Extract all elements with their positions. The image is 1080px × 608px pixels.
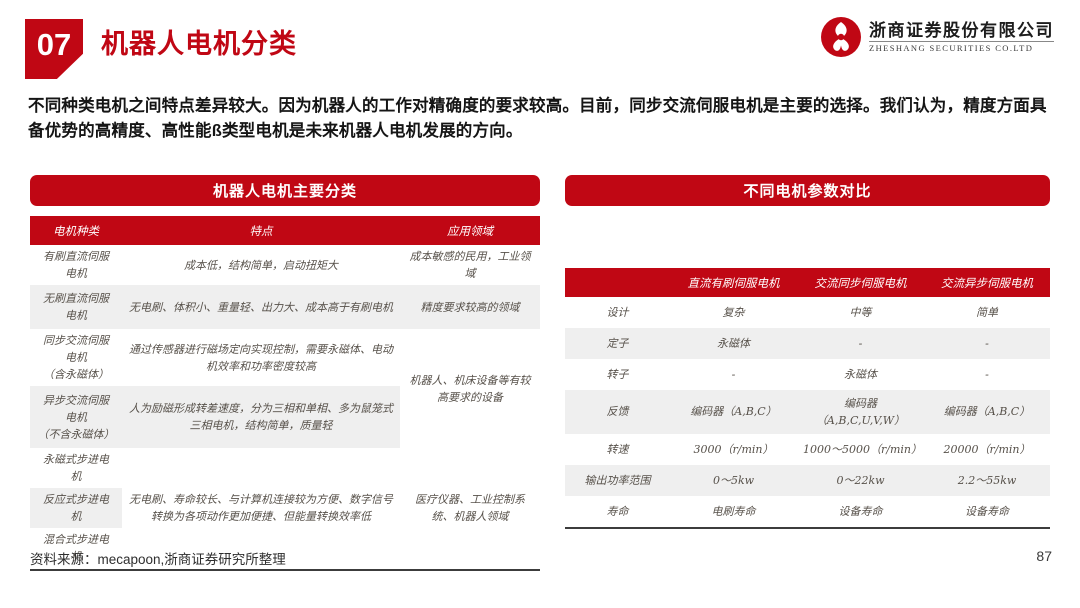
- col-header-application: 应用领域: [400, 216, 540, 245]
- application-cell: 医疗仪器、工业控制系统、机器人领域: [400, 448, 540, 570]
- col-header-motor-type: 电机种类: [30, 216, 122, 245]
- application-cell: 成本敏感的民用，工业领域: [409, 250, 531, 281]
- param-value: -: [858, 336, 863, 350]
- param-value: 3000（r/min）: [693, 442, 774, 456]
- col-header-dc-brushed: 直流有刷伺服电机: [670, 268, 797, 297]
- param-value: 中等: [849, 305, 872, 319]
- param-value: 2.2～55kw: [957, 473, 1017, 487]
- param-label: 输出功率范围: [584, 473, 651, 487]
- param-value: 设备寿命: [838, 504, 883, 518]
- left-table-title: 机器人电机主要分类: [30, 175, 540, 206]
- param-value: 复杂: [722, 305, 745, 319]
- param-label: 反馈: [606, 405, 629, 419]
- feature-cell: 人为励磁形成转差速度，分为三相和单相、多为鼠笼式三相电机，结构简单，质量轻: [129, 402, 393, 433]
- param-value: 永磁体: [717, 336, 750, 350]
- motor-type-cell: 同步交流伺服 电机 （含永磁体）: [43, 334, 109, 382]
- right-panel: 不同电机参数对比 直流有刷伺服电机 交流同步伺服电机 交流异步伺服电机 设计 复…: [565, 175, 1050, 529]
- motor-type-cell: 永磁式步进电 机: [43, 453, 109, 484]
- company-name-block: 浙商证券股份有限公司 ZHESHANG SECURITIES CO.LTD: [869, 21, 1054, 53]
- col-header-feature: 特点: [122, 216, 400, 245]
- section-number-badge: 07: [25, 19, 83, 79]
- classification-header-row: 电机种类 特点 应用领域: [30, 216, 540, 245]
- table-row: 设计 复杂 中等 简单: [565, 297, 1050, 328]
- motor-parameter-table: 直流有刷伺服电机 交流同步伺服电机 交流异步伺服电机 设计 复杂 中等 简单 定…: [565, 268, 1050, 529]
- table-row: 转子 - 永磁体 -: [565, 359, 1050, 390]
- source-note: 资料来源：mecapoon,浙商证券研究所整理: [30, 552, 286, 567]
- param-label: 设计: [606, 305, 629, 319]
- param-label: 定子: [606, 336, 629, 350]
- page-title: 机器人电机分类: [101, 29, 297, 59]
- table-row: 混合式步进电 机: [30, 528, 540, 569]
- table-row: 永磁式步进电 机 无电刷、寿命较长、与计算机连接较为方便、数字信号转换为各项动作…: [30, 448, 540, 570]
- feature-cell: 成本低，结构简单，启动扭矩大: [184, 258, 338, 272]
- motor-type-cell: 反应式步进电 机: [43, 493, 109, 524]
- param-value: 永磁体: [844, 367, 877, 381]
- param-label: 转速: [606, 442, 629, 456]
- right-table-title: 不同电机参数对比: [565, 175, 1050, 206]
- application-cell: 精度要求较高的领域: [420, 300, 520, 314]
- parameter-header-row: 直流有刷伺服电机 交流同步伺服电机 交流异步伺服电机: [565, 268, 1050, 297]
- feature-cell: 无电刷、寿命较长、与计算机连接较为方便、数字信号转换为各项动作更加便捷、但能量转…: [122, 448, 400, 570]
- company-logo: 浙商证券股份有限公司 ZHESHANG SECURITIES CO.LTD: [820, 16, 1054, 58]
- table-row: 定子 永磁体 - -: [565, 328, 1050, 359]
- page-number: 87: [1036, 548, 1052, 564]
- motor-type-cell: 有刷直流伺服 电机: [43, 250, 109, 281]
- feature-cell: 通过传感器进行磁场定向实现控制，需要永磁体、电动机效率和功率密度较高: [129, 342, 393, 373]
- section-number: 07: [36, 27, 72, 62]
- motor-classification-table: 电机种类 特点 应用领域 有刷直流伺服 电机 成本低，结构简单，启动扭矩大 成本…: [30, 216, 540, 571]
- motor-type-cell: 混合式步进电 机: [43, 533, 109, 564]
- param-value: -: [985, 367, 989, 381]
- table-row: 寿命 电刷寿命 设备寿命 设备寿命: [565, 496, 1050, 528]
- param-value: 编码器（A,B,C,U,V,W）: [815, 396, 906, 427]
- table-row: 有刷直流伺服 电机 成本低，结构简单，启动扭矩大 成本敏感的民用，工业领域: [30, 245, 540, 285]
- table-row: 输出功率范围 0～5kw 0～22kw 2.2～55kw: [565, 465, 1050, 496]
- table-row: 反馈 编码器（A,B,C） 编码器（A,B,C,U,V,W） 编码器（A,B,C…: [565, 390, 1050, 434]
- table-row: 无刷直流伺服 电机 无电刷、体积小、重量轻、出力大、成本高于有刷电机 精度要求较…: [30, 285, 540, 330]
- param-label: 转子: [606, 367, 629, 381]
- param-label: 寿命: [606, 504, 629, 518]
- col-header-ac-sync: 交流同步伺服电机: [797, 268, 924, 297]
- param-value: -: [985, 336, 989, 350]
- company-logo-icon: [821, 17, 861, 57]
- left-panel: 机器人电机主要分类 电机种类 特点 应用领域 有刷直流伺服 电机 成本低，结构简…: [30, 175, 540, 571]
- motor-type-cell: 异步交流伺服 电机 （不含永磁体）: [37, 393, 115, 441]
- company-name-en: ZHESHANG SECURITIES CO.LTD: [869, 40, 1054, 53]
- company-name-cn: 浙商证券股份有限公司: [869, 21, 1054, 41]
- param-value: 简单: [976, 305, 998, 319]
- param-value: 1000～5000（r/min）: [803, 442, 922, 456]
- application-cell: 机器人、机床设备等有较高要求的设备: [400, 329, 540, 449]
- param-value: 电刷寿命: [711, 504, 756, 518]
- param-value: 编码器（A,B,C）: [943, 405, 1031, 419]
- col-header-ac-async: 交流异步伺服电机: [924, 268, 1050, 297]
- param-value: 0～22kw: [836, 473, 885, 487]
- motor-type-cell: 无刷直流伺服 电机: [43, 292, 109, 323]
- table-row: 同步交流伺服 电机 （含永磁体） 通过传感器进行磁场定向实现控制，需要永磁体、电…: [30, 329, 540, 449]
- param-value: -: [731, 367, 736, 381]
- param-value: 0～5kw: [712, 473, 755, 487]
- param-value: 设备寿命: [965, 504, 1009, 518]
- col-header-blank: [565, 268, 670, 297]
- param-value: 20000（r/min）: [943, 442, 1031, 456]
- feature-cell: 无电刷、体积小、重量轻、出力大、成本高于有刷电机: [129, 300, 393, 314]
- param-value: 编码器（A,B,C）: [690, 405, 777, 419]
- intro-paragraph: 不同种类电机之间特点差异较大。因为机器人的工作对精确度的要求较高。目前，同步交流…: [28, 97, 1047, 140]
- table-row: 转速 3000（r/min） 1000～5000（r/min） 20000（r/…: [565, 434, 1050, 465]
